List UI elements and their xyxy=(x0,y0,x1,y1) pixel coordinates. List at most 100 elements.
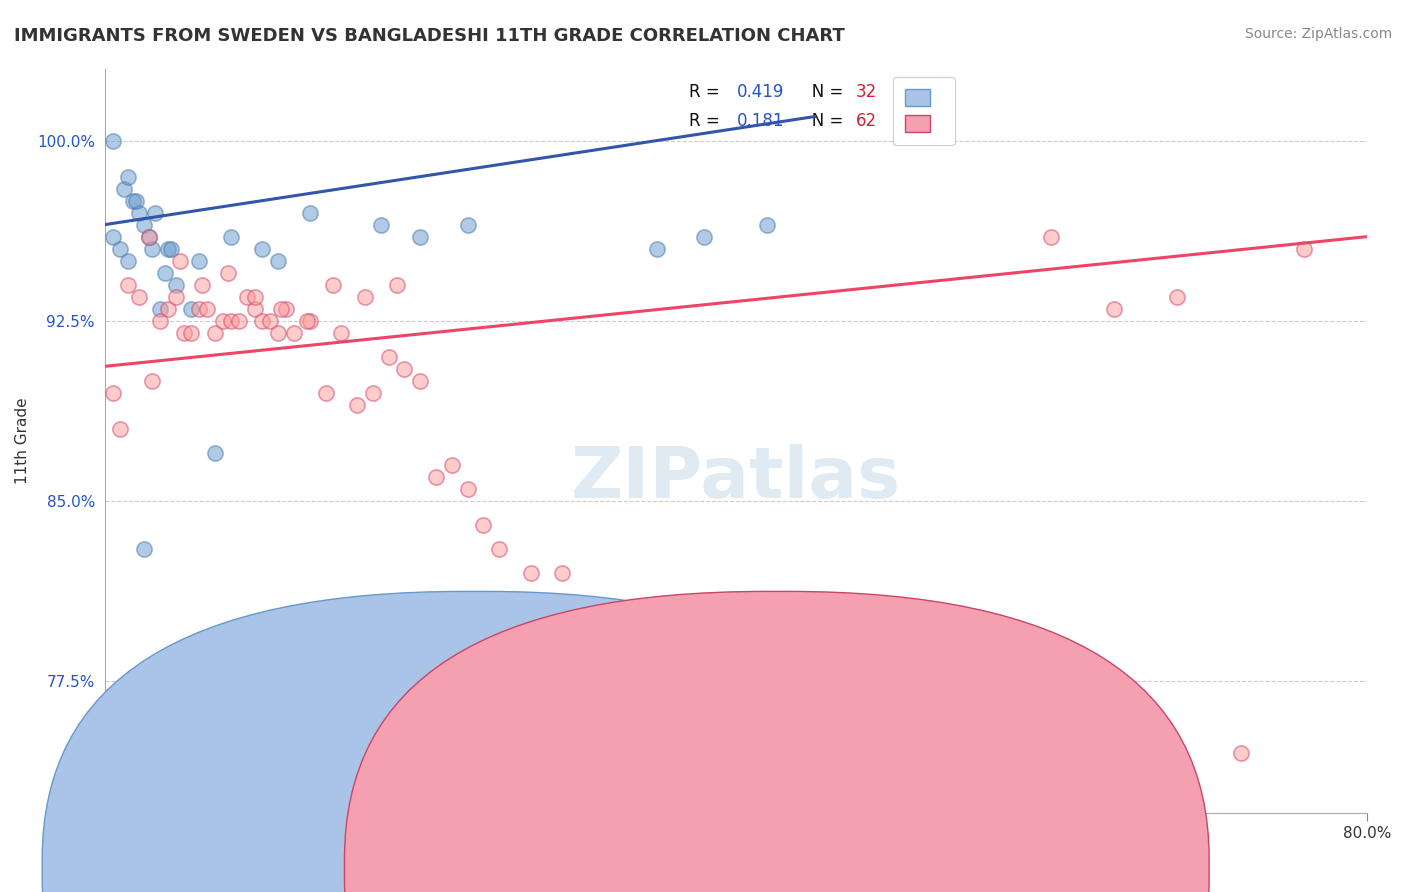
Text: R =: R = xyxy=(689,83,725,102)
Point xyxy=(551,566,574,580)
Point xyxy=(235,290,257,304)
Point xyxy=(385,277,408,292)
Point xyxy=(457,218,479,232)
Point xyxy=(361,385,384,400)
Point xyxy=(425,470,447,484)
Point xyxy=(128,205,150,219)
Point xyxy=(630,602,652,616)
Point xyxy=(457,482,479,496)
Point xyxy=(188,253,211,268)
Point xyxy=(110,242,132,256)
Text: 0.419: 0.419 xyxy=(737,83,785,102)
Point xyxy=(180,301,202,316)
Point xyxy=(143,205,166,219)
Point xyxy=(298,205,321,219)
Point xyxy=(125,194,148,208)
Point xyxy=(228,314,250,328)
Point xyxy=(117,277,139,292)
Point xyxy=(138,229,160,244)
Point xyxy=(488,541,510,556)
Point xyxy=(440,458,463,472)
Point xyxy=(259,314,281,328)
Point xyxy=(882,710,904,724)
Point xyxy=(132,541,155,556)
Point xyxy=(219,229,242,244)
Point xyxy=(112,181,135,195)
Point xyxy=(1040,229,1063,244)
Point xyxy=(101,229,124,244)
Point xyxy=(472,517,495,532)
Point xyxy=(243,301,266,316)
Point xyxy=(191,277,214,292)
Text: Source: ZipAtlas.com: Source: ZipAtlas.com xyxy=(1244,27,1392,41)
Point xyxy=(977,638,1000,652)
Text: ZIPatlas: ZIPatlas xyxy=(571,443,901,513)
Point xyxy=(1229,746,1251,760)
Point xyxy=(141,374,163,388)
Text: Bangladeshis: Bangladeshis xyxy=(821,859,922,874)
Point xyxy=(204,446,226,460)
Point xyxy=(188,301,211,316)
Point xyxy=(101,134,124,148)
Text: 32: 32 xyxy=(856,83,877,102)
Point xyxy=(772,662,794,676)
Point xyxy=(346,398,368,412)
Point xyxy=(252,314,274,328)
Point xyxy=(1166,290,1188,304)
Y-axis label: 11th Grade: 11th Grade xyxy=(15,398,30,484)
Point xyxy=(354,290,377,304)
Point xyxy=(117,253,139,268)
Point xyxy=(820,673,842,688)
Point xyxy=(110,422,132,436)
Point xyxy=(409,229,432,244)
Point xyxy=(138,229,160,244)
Point xyxy=(141,242,163,256)
Point xyxy=(298,314,321,328)
Point xyxy=(283,326,305,340)
Point xyxy=(315,385,337,400)
Text: 62: 62 xyxy=(856,112,877,129)
Point xyxy=(195,301,218,316)
Point xyxy=(153,266,176,280)
Text: R =: R = xyxy=(689,112,725,129)
Point xyxy=(169,253,191,268)
Point xyxy=(101,385,124,400)
Point xyxy=(519,566,541,580)
Point xyxy=(409,374,432,388)
Point xyxy=(160,242,183,256)
Point xyxy=(252,242,274,256)
Point xyxy=(212,314,235,328)
Text: 0.181: 0.181 xyxy=(737,112,785,129)
Point xyxy=(156,242,179,256)
Point xyxy=(1104,301,1126,316)
Text: Immigrants from Sweden: Immigrants from Sweden xyxy=(494,859,688,874)
Point xyxy=(330,326,353,340)
Point xyxy=(724,650,747,665)
Point xyxy=(117,169,139,184)
Point xyxy=(274,301,297,316)
Point xyxy=(756,218,779,232)
Point xyxy=(645,242,668,256)
Point xyxy=(929,710,952,724)
Point xyxy=(165,277,187,292)
Point xyxy=(295,314,318,328)
Point xyxy=(370,218,392,232)
Point xyxy=(582,614,605,628)
Point xyxy=(693,229,716,244)
Text: N =: N = xyxy=(796,83,849,102)
Point xyxy=(132,218,155,232)
Point xyxy=(180,326,202,340)
Point xyxy=(377,350,399,364)
Text: IMMIGRANTS FROM SWEDEN VS BANGLADESHI 11TH GRADE CORRELATION CHART: IMMIGRANTS FROM SWEDEN VS BANGLADESHI 11… xyxy=(14,27,845,45)
Point xyxy=(270,301,292,316)
Point xyxy=(165,290,187,304)
Point xyxy=(394,361,416,376)
Point xyxy=(128,290,150,304)
Point xyxy=(219,314,242,328)
Point xyxy=(156,301,179,316)
Point xyxy=(204,326,226,340)
Point xyxy=(243,290,266,304)
Text: N =: N = xyxy=(796,112,849,129)
Point xyxy=(217,266,239,280)
Point xyxy=(149,314,172,328)
